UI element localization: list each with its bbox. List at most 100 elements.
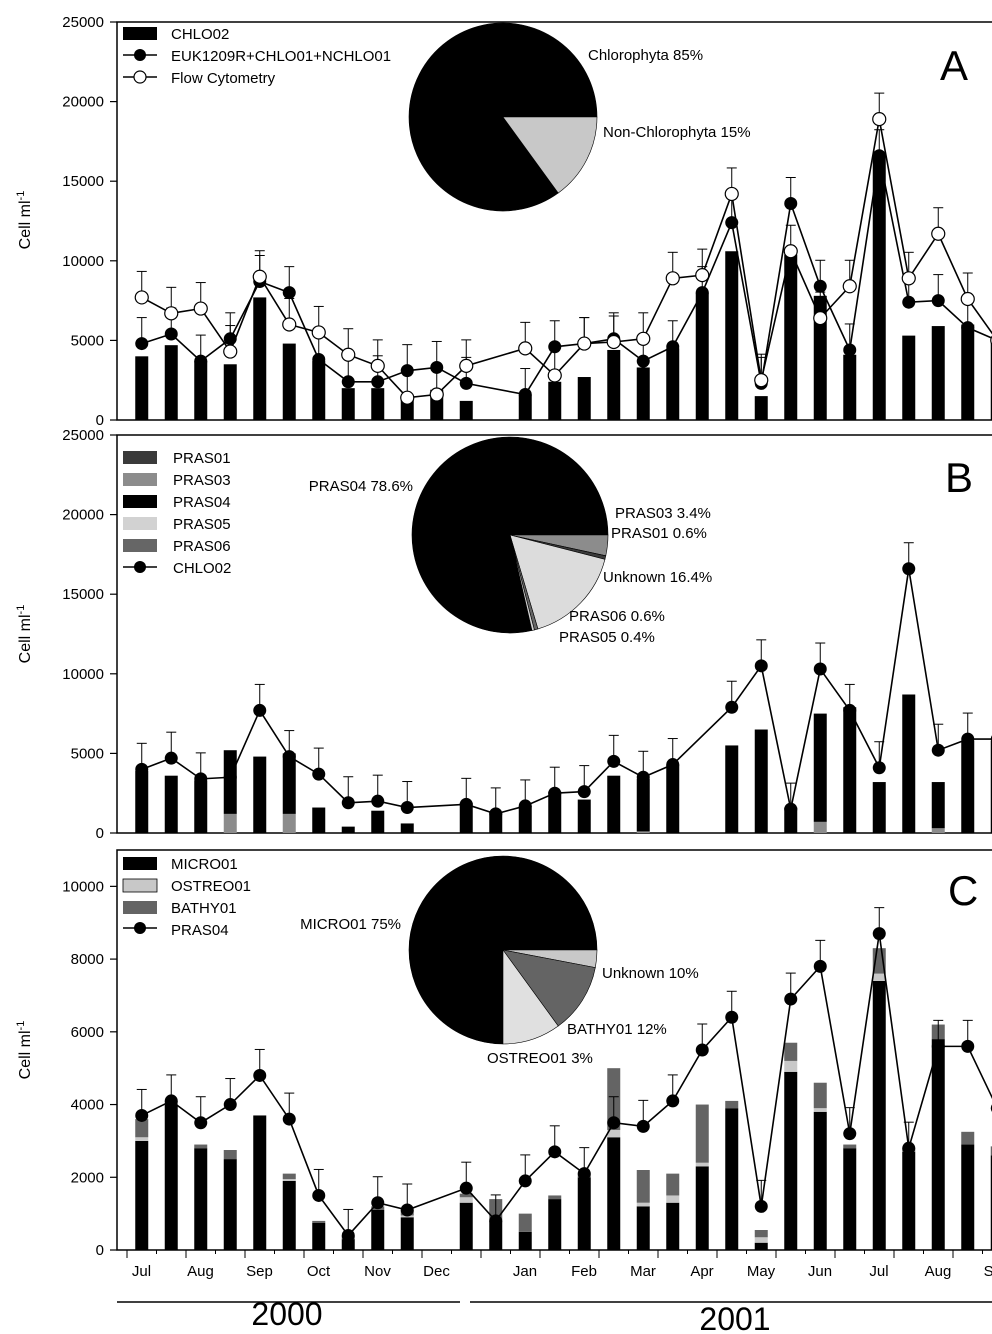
bar-segment	[253, 756, 267, 833]
bar-segment	[695, 1162, 709, 1167]
y-tick-label: 5000	[71, 745, 104, 762]
data-point	[725, 1010, 739, 1024]
data-point-open	[665, 271, 680, 286]
bar-segment	[843, 1148, 857, 1250]
legend-marker-filled	[134, 49, 146, 61]
panel-b-legend: PRAS01 PRAS03 PRAS04 PRAS05 PRAS06 CHLO0…	[123, 450, 231, 577]
data-point-open	[164, 306, 179, 321]
bar-segment	[784, 1042, 798, 1061]
data-point-open	[754, 373, 769, 388]
pie-slice	[509, 534, 535, 631]
bar-segment	[223, 364, 237, 420]
pie-label: MICRO01 75%	[300, 916, 401, 933]
data-point	[459, 376, 473, 390]
data-point	[194, 354, 208, 368]
pie-slice	[502, 949, 559, 1045]
data-point	[312, 767, 326, 781]
data-point	[548, 786, 562, 800]
month-label: Aug	[187, 1263, 214, 1280]
data-point	[872, 149, 886, 163]
data-point	[636, 1119, 650, 1133]
bar-segment	[961, 324, 975, 420]
data-point	[135, 762, 149, 776]
data-point	[813, 662, 827, 676]
bar-segment	[902, 335, 916, 420]
data-point-open	[901, 271, 916, 286]
legend-swatch-pras05	[123, 517, 157, 530]
bar-segment	[518, 394, 532, 420]
data-point-open	[606, 334, 621, 350]
data-point	[872, 761, 886, 775]
data-point	[430, 360, 444, 374]
panel-c-yticks: 0 2000 4000 6000 8000 10000	[62, 878, 117, 1259]
data-point	[636, 354, 650, 368]
pie-label: Unknown 16.4%	[603, 569, 712, 586]
bar-segment	[813, 1082, 827, 1109]
bar-segment	[636, 367, 650, 420]
y-tick-label: 4000	[71, 1097, 104, 1114]
bar-segment	[164, 1104, 178, 1250]
y-tick-label: 0	[96, 825, 104, 842]
bar-segment	[666, 1173, 680, 1196]
data-point-open	[931, 226, 946, 241]
month-label: Feb	[571, 1263, 597, 1280]
legend-swatch-pras03	[123, 473, 157, 486]
bar-segment	[902, 1151, 916, 1250]
data-point	[518, 799, 532, 813]
y-tick-label: 15000	[62, 586, 104, 603]
bar-segment	[282, 343, 296, 420]
bar-segment	[223, 1150, 237, 1160]
bar-segment	[666, 348, 680, 420]
data-point	[223, 770, 237, 784]
y-tick-label: 25000	[62, 14, 104, 31]
bar-segment	[784, 254, 798, 420]
bar-segment	[548, 381, 562, 420]
bar-segment	[725, 1108, 739, 1250]
bar-segment	[695, 1104, 709, 1163]
bar-segment	[872, 973, 886, 981]
bar-segment	[548, 1199, 562, 1250]
bar-segment	[548, 1195, 562, 1200]
panel-a-pie: Chlorophyta 85% Non-Chlorophyta 15%	[408, 22, 751, 212]
data-point	[371, 375, 385, 389]
data-point	[135, 1108, 149, 1122]
data-point	[341, 375, 355, 389]
data-point-open	[695, 268, 710, 283]
data-point-open	[636, 331, 651, 346]
bar-segment	[253, 297, 267, 420]
legend-label: OSTREO01	[171, 878, 251, 895]
bar-segment	[400, 823, 414, 833]
legend-swatch-chlo02	[123, 27, 157, 40]
bar-segment	[135, 1119, 149, 1138]
data-point	[754, 1199, 768, 1213]
bar-segment	[577, 799, 591, 833]
bar-segment	[813, 713, 827, 822]
bar-segment	[784, 1071, 798, 1250]
bar-segment	[607, 775, 621, 833]
legend-marker-filled	[134, 922, 146, 934]
bar-segment	[990, 1155, 992, 1250]
data-point	[843, 1127, 857, 1141]
y-tick-label: 10000	[62, 878, 104, 895]
data-point	[341, 796, 355, 810]
data-point	[489, 1214, 503, 1228]
data-point-open	[134, 290, 149, 305]
bar-segment	[223, 1159, 237, 1250]
data-point	[548, 1145, 562, 1159]
data-point	[872, 927, 886, 941]
bar-segment	[843, 1144, 857, 1149]
bar-segment	[784, 1060, 798, 1072]
data-point	[135, 337, 149, 351]
bar-segment	[282, 1173, 296, 1180]
y-tick-label: 15000	[62, 173, 104, 190]
data-point	[518, 1174, 532, 1188]
bar-segment	[577, 1177, 591, 1250]
data-point	[695, 1043, 709, 1057]
bar-segment	[518, 1231, 532, 1250]
y-tick-label: 10000	[62, 253, 104, 270]
panel-a-lines	[134, 92, 992, 405]
bar-segment	[164, 345, 178, 420]
legend-swatch-pras01	[123, 451, 157, 464]
bar-segment	[341, 388, 355, 420]
data-point	[902, 1141, 916, 1155]
